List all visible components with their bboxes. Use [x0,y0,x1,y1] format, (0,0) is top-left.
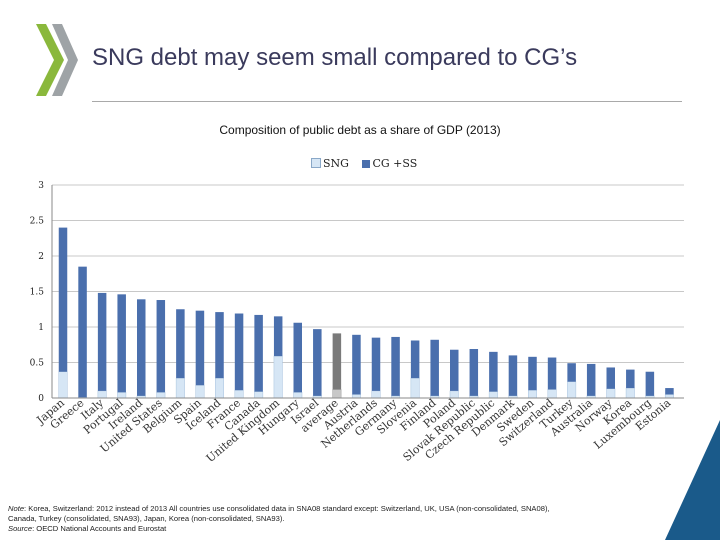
bar-sng-estonia [664,394,674,399]
bar-sng-norway [606,388,616,399]
title-divider [92,101,682,102]
bar-cgss-korea [626,369,635,389]
bar-sng-austria [351,394,361,399]
note-line-2: Canada, Turkey (consolidated, SNA93), Ja… [8,514,285,523]
source-text: : OECD National Accounts and Eurostat [32,524,167,533]
bar-sng-turkey [567,381,577,399]
bar-cgss-portugal [117,294,126,393]
bar-cgss-france [234,313,244,391]
bar-sng-united-kingdom [273,355,283,399]
corner-accent [665,420,720,540]
bar-cgss-united-states [156,300,166,393]
bar-cgss-poland [450,349,459,391]
bar-cgss-belgium [176,309,185,379]
bar-sng-average [332,389,342,399]
bar-sng-switzerland [547,389,557,399]
bar-cgss-australia [586,363,596,396]
bar-cgss-iceland [215,312,224,379]
stacked-bar-chart: 00.511.522.53JapanGreeceItalyPortugalIre… [30,181,684,465]
source-label: Source [8,524,33,533]
note-line-1: Note: Korea, Switzerland: 2012 instead o… [8,504,550,514]
logo-chevron-green [36,24,64,96]
legend-item-cgss: CG +SS [362,157,417,170]
bar-sng-iceland [215,377,224,399]
chart-title: Composition of public debt as a share of… [219,123,501,137]
bar-sng-canada [254,391,264,399]
bar-sng-czech-republic [488,391,498,399]
note-label: Note [8,504,25,513]
bar-cgss-netherlands [371,337,381,391]
logo-chevron-grey [52,24,78,96]
legend-label-sng: SNG [323,157,349,170]
bar-sng-portugal [117,392,127,399]
bar-cgss-finland [430,339,439,396]
bar-cgss-denmark [508,355,518,396]
bar-cgss-estonia [665,388,674,395]
bar-cgss-czech-republic [489,351,498,392]
legend-swatch-cgss [362,160,371,168]
bar-sng-slovenia [410,377,420,399]
bar-cgss-sweden [528,356,537,391]
chart-legend: SNG CG +SS [311,157,427,170]
chart-notes: Note: Korea, Switzerland: 2012 instead o… [8,504,550,534]
legend-swatch-sng [311,158,321,168]
y-tick-label: 2.5 [30,217,45,227]
slide-title: SNG debt may seem small compared to CG’s [92,44,578,71]
bar-cgss-norway [606,367,615,389]
bar-cgss-greece [78,266,87,398]
bar-cgss-ireland [137,299,146,396]
y-tick-label: 1.5 [30,288,45,298]
bar-sng-sweden [528,389,537,399]
bar-sng-united-states [156,392,166,399]
y-tick-label: 0 [38,394,44,404]
bar-sng-belgium [175,377,185,399]
y-tick-label: 0.5 [30,359,45,369]
bar-cgss-japan [58,227,68,372]
y-tick-label: 1 [38,323,44,333]
bar-sng-netherlands [371,390,381,399]
bar-cgss-israel [313,329,322,396]
legend-label-cgss: CG +SS [372,157,418,170]
bar-sng-japan [58,371,68,399]
bar-cgss-united-kingdom [273,316,283,357]
bar-sng-korea [625,387,635,399]
legend-item-sng: SNG [311,157,349,170]
bar-cgss-hungary [293,322,302,393]
bar-cgss-luxembourg [645,371,655,396]
bar-cgss-italy [97,292,107,391]
bar-sng-poland [449,390,459,399]
y-tick-label: 3 [38,181,44,191]
bar-cgss-canada [254,314,263,392]
note-text: : Korea, Switzerland: 2012 instead of 20… [24,504,550,513]
bar-sng-spain [195,384,205,399]
note-line-3: Source: OECD National Accounts and Euros… [8,524,550,534]
bar-cgss-germany [391,336,400,396]
oecd-logo [36,24,78,96]
bar-cgss-slovenia [410,340,420,379]
bar-sng-hungary [293,392,303,399]
y-tick-label: 2 [38,252,44,262]
bar-cgss-slovak-republic [469,349,479,396]
bar-cgss-turkey [567,363,576,382]
bar-cgss-switzerland [547,357,557,390]
bar-cgss-austria [352,334,361,395]
bar-cgss-spain [195,310,205,386]
bar-sng-france [234,389,244,399]
bar-sng-italy [97,390,107,399]
bar-cgss-average [332,333,342,390]
